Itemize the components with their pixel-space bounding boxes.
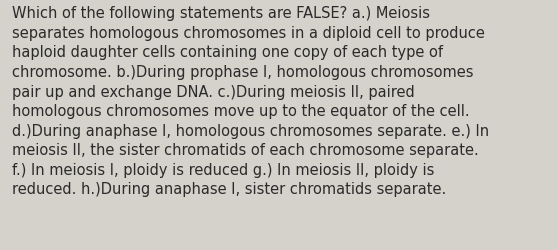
Text: Which of the following statements are FALSE? a.) Meiosis
separates homologous ch: Which of the following statements are FA… — [12, 6, 489, 196]
